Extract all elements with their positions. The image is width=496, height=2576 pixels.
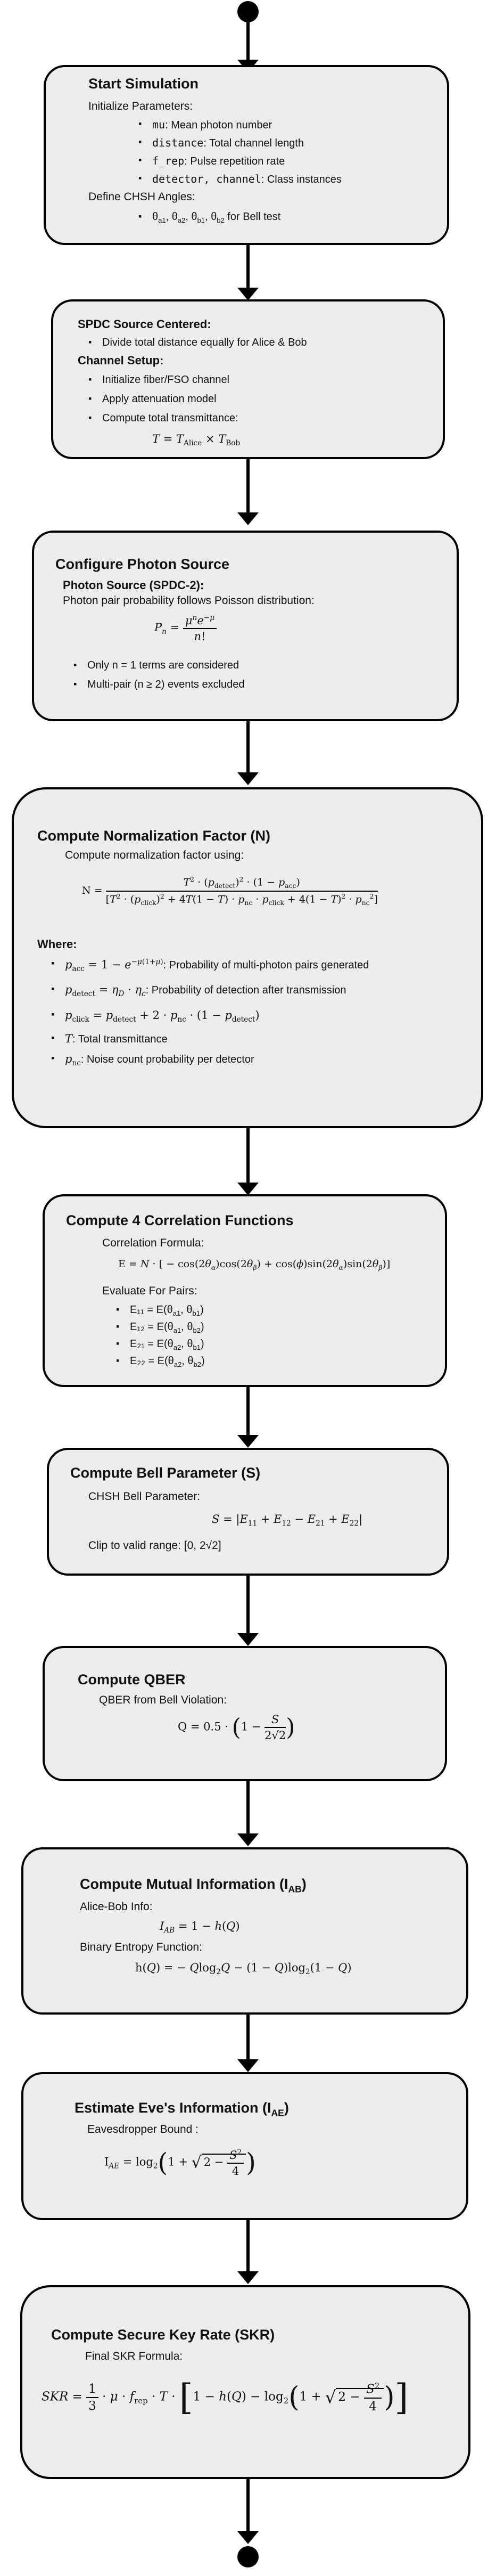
param-item: distance: Total channel length bbox=[138, 136, 304, 150]
transmittance-formula: T = TAlice × TBob bbox=[152, 433, 241, 448]
param-item: mu: Mean photon number bbox=[138, 118, 272, 132]
connector-line bbox=[246, 2220, 250, 2275]
qber-formula: Q = 0.5 · (1 − S 2√2) bbox=[178, 1713, 295, 1742]
list-item: Multi-pair (n ≥ 2) events excluded bbox=[73, 679, 245, 691]
channel-label: Channel Setup: bbox=[78, 354, 164, 367]
arrow-head bbox=[237, 1633, 259, 1646]
list-item: Apply attenuation model bbox=[88, 393, 217, 405]
node-title: Estimate Eve's Information (IAE) bbox=[75, 2100, 289, 2118]
node-desc: Compute normalization factor using: bbox=[65, 849, 244, 861]
node-title: SPDC Source Centered: bbox=[78, 317, 211, 331]
list-item: Compute total transmittance: bbox=[88, 412, 238, 425]
param-item: detector, channel: Class instances bbox=[138, 173, 342, 186]
node-title: Compute Secure Key Rate (SKR) bbox=[51, 2327, 275, 2343]
node-title: Configure Photon Source bbox=[55, 556, 229, 572]
angles-item: θa1, θa2, θb1, θb2 for Bell test bbox=[138, 211, 280, 224]
connector-line bbox=[246, 21, 250, 62]
list-item: Only n = 1 terms are considered bbox=[73, 659, 239, 672]
arrow-head bbox=[237, 1435, 259, 1448]
start-node bbox=[237, 1, 259, 22]
bell-parameter-node[interactable]: Compute Bell Parameter (S) CHSH Bell Par… bbox=[47, 1448, 449, 1576]
definition-item: pclick = pdetect + 2 · pnc · (1 − pdetec… bbox=[51, 1009, 259, 1024]
arrow-head bbox=[237, 2271, 259, 2284]
pair-item: E₂₁ = E(θa2, θb1) bbox=[116, 1338, 204, 1351]
secure-key-rate-node[interactable]: Compute Secure Key Rate (SKR) Final SKR … bbox=[20, 2285, 470, 2479]
connector-line bbox=[246, 721, 250, 776]
photon-source-node[interactable]: Configure Photon Source Photon Source (S… bbox=[32, 531, 459, 721]
node-subtitle: Photon Source (SPDC-2): bbox=[63, 578, 204, 592]
param-item: f_rep: Pulse repetition rate bbox=[138, 154, 285, 168]
formula-label: Correlation Formula: bbox=[102, 1237, 204, 1249]
arrow-head bbox=[237, 1183, 259, 1195]
definition-item: pnc: Noise count probability per detecto… bbox=[51, 1053, 254, 1067]
connector-line bbox=[246, 2479, 250, 2534]
entropy-label: Binary Entropy Function: bbox=[80, 1941, 202, 1953]
node-title: Compute 4 Correlation Functions bbox=[66, 1212, 294, 1228]
connector-line bbox=[246, 1128, 250, 1186]
definition-item: pacc = 1 − e−μ(1+μ): Probability of mult… bbox=[51, 958, 369, 973]
connector-line bbox=[246, 2015, 250, 2063]
arrow-head bbox=[237, 1833, 259, 1846]
connector-line bbox=[246, 1781, 250, 1837]
pairs-label: Evaluate For Pairs: bbox=[102, 1285, 197, 1297]
start-simulation-node[interactable]: Start Simulation Initialize Parameters: … bbox=[44, 65, 449, 245]
node-desc: Photon pair probability follows Poisson … bbox=[63, 594, 315, 607]
list-item: Divide total distance equally for Alice … bbox=[88, 337, 307, 349]
node-title: Start Simulation bbox=[88, 76, 199, 92]
arrow-head bbox=[237, 512, 259, 525]
pair-item: E₁₂ = E(θa1, θb2) bbox=[116, 1321, 204, 1334]
arrow-head bbox=[237, 288, 259, 300]
connector-line bbox=[246, 245, 250, 291]
spdc-source-node[interactable]: SPDC Source Centered: Divide total dista… bbox=[51, 299, 445, 459]
normalization-node[interactable]: Compute Normalization Factor (N) Compute… bbox=[12, 787, 483, 1128]
node-title: Compute QBER bbox=[78, 1672, 186, 1688]
init-label: Initialize Parameters: bbox=[88, 100, 193, 112]
list-item: Initialize fiber/FSO channel bbox=[88, 374, 229, 386]
node-title: Compute Bell Parameter (S) bbox=[70, 1465, 261, 1481]
entropy-formula: h(Q) = − Qlog2Q − (1 − Q)log2(1 − Q) bbox=[135, 1961, 352, 1977]
clip-text: Clip to valid range: [0, 2√2] bbox=[88, 1539, 221, 1552]
eve-information-node[interactable]: Estimate Eve's Information (IAE) Eavesdr… bbox=[21, 2072, 468, 2220]
eve-formula: IAE = log2(1 + √ 2 − S2 4) bbox=[104, 2148, 256, 2178]
arrow-head bbox=[237, 2531, 259, 2544]
pair-item: E₂₂ = E(θa2, θb2) bbox=[116, 1355, 205, 1368]
chsh-label: Define CHSH Angles: bbox=[88, 191, 195, 203]
node-title: Compute Normalization Factor (N) bbox=[37, 828, 271, 844]
pair-item: E₁₁ = E(θa1, θb1) bbox=[116, 1304, 204, 1317]
bell-formula: S = |E11 + E12 − E21 + E22| bbox=[212, 1513, 363, 1528]
bell-label: CHSH Bell Parameter: bbox=[88, 1490, 201, 1503]
connector-line bbox=[246, 1576, 250, 1636]
poisson-formula: Pn = μne−μ n! bbox=[154, 614, 217, 643]
connector-line bbox=[246, 459, 250, 516]
definition-item: T: Total transmittance bbox=[51, 1032, 168, 1046]
qber-node[interactable]: Compute QBER QBER from Bell Violation: Q… bbox=[43, 1646, 447, 1781]
arrow-head bbox=[237, 2059, 259, 2072]
node-title: Compute Mutual Information (IAB) bbox=[80, 1876, 307, 1895]
qber-label: QBER from Bell Violation: bbox=[99, 1694, 227, 1706]
eve-label: Eavesdropper Bound : bbox=[87, 2123, 199, 2135]
end-node bbox=[237, 2546, 259, 2567]
normalization-formula: N = T2 · (pdetect)2 · (1 − pacc) [T2 · (p… bbox=[82, 876, 378, 907]
connector-line bbox=[246, 1387, 250, 1438]
where-label: Where: bbox=[37, 938, 77, 951]
mutual-information-node[interactable]: Compute Mutual Information (IAB) Alice-B… bbox=[21, 1847, 468, 2015]
skr-label: Final SKR Formula: bbox=[85, 2350, 183, 2362]
correlation-node[interactable]: Compute 4 Correlation Functions Correlat… bbox=[43, 1194, 447, 1387]
alice-bob-label: Alice-Bob Info: bbox=[80, 1901, 153, 1913]
arrow-head bbox=[237, 772, 259, 785]
correlation-formula: E = N · [ − cos(2θα)cos(2θβ) + cos(ϕ)sin… bbox=[118, 1258, 391, 1271]
definition-item: pdetect = ηD · ηc: Probability of detect… bbox=[51, 983, 346, 998]
mutual-info-formula: IAB = 1 − h(Q) bbox=[160, 1920, 240, 1935]
